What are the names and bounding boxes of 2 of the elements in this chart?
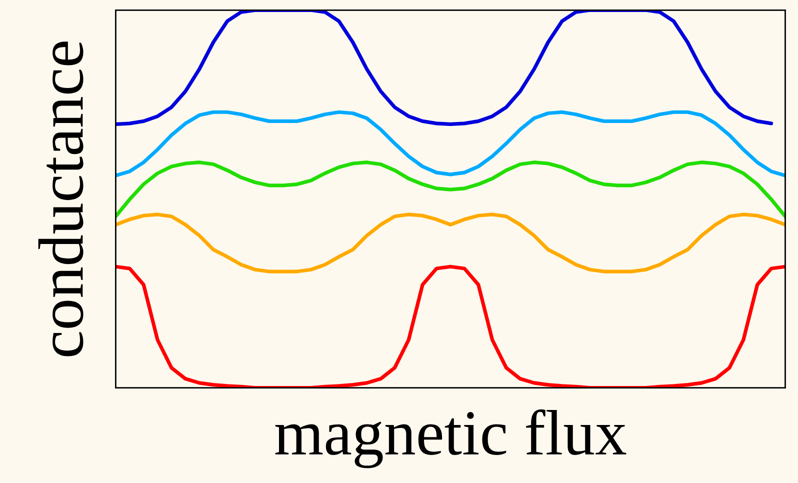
y-axis-title: conductance	[38, 42, 84, 356]
x-axis-title: magnetic flux	[275, 409, 626, 468]
